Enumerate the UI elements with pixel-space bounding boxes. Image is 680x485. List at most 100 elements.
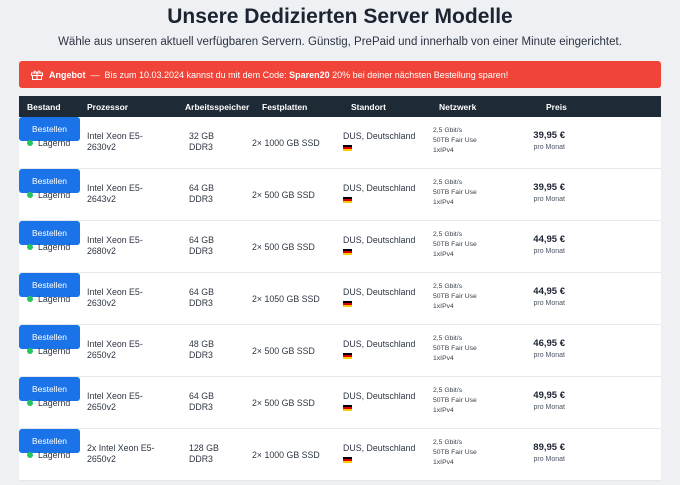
network-cell: 2,5 Gbit/s 50TB Fair Use 1xIPv4 [433,230,477,260]
price-amount: 49,95 € [533,390,565,401]
network-bandwidth: 2,5 Gbit/s [433,335,463,342]
network-traffic: 50TB Fair Use [433,449,477,456]
ram-cell: 64 GB DDR3 [189,391,214,412]
stock-status: Lagernd [27,190,70,200]
network-traffic: 50TB Fair Use [433,345,477,352]
price-period: pro Monat [533,456,565,463]
price-period: pro Monat [533,352,565,359]
disk-cell: 2× 500 GB SSD [252,242,315,252]
cpu-cell: Intel Xeon E5-2630v2 [87,287,143,308]
network-cell: 2,5 Gbit/s 50TB Fair Use 1xIPv4 [433,438,477,468]
network-ip: 1xIPv4 [433,251,454,258]
in-stock-dot-icon [27,400,33,406]
in-stock-dot-icon [27,140,33,146]
germany-flag-icon [343,197,352,203]
server-table: Bestand Prozessor Arbeitsspeicher Festpl… [19,96,661,481]
price-cell: 44,95 € pro Monat [517,234,565,255]
header-status: Bestand [27,102,61,112]
order-button[interactable]: Bestellen [19,429,80,453]
table-row: Lagernd Intel Xeon E5-2680v2 64 GB DDR3 … [19,221,661,273]
stock-status: Lagernd [27,346,70,356]
table-row: Lagernd Intel Xeon E5-2650v2 64 GB DDR3 … [19,377,661,429]
ram-cell: 64 GB DDR3 [189,183,214,204]
order-button[interactable]: Bestellen [19,117,80,141]
location-cell: DUS, Deutschland [343,338,415,359]
price-period: pro Monat [533,144,565,151]
network-bandwidth: 2,5 Gbit/s [433,231,463,238]
price-cell: 46,95 € pro Monat [517,338,565,359]
promo-separator: — [90,69,100,80]
order-button[interactable]: Bestellen [19,325,80,349]
promo-banner: Angebot — Bis zum 10.03.2024 kannst du m… [19,61,661,88]
price-cell: 44,95 € pro Monat [517,286,565,307]
price-period: pro Monat [533,300,565,307]
stock-status-label: Lagernd [38,242,71,252]
network-ip: 1xIPv4 [433,147,454,154]
in-stock-dot-icon [27,192,33,198]
location-label: DUS, Deutschland [343,339,416,349]
stock-status: Lagernd [27,242,70,252]
table-row: Lagernd Intel Xeon E5-2630v2 64 GB DDR3 … [19,273,661,325]
page-subtitle: Wähle aus unseren aktuell verfügbaren Se… [58,36,622,48]
germany-flag-icon [343,353,352,359]
disk-cell: 2× 1000 GB SSD [252,450,320,460]
network-cell: 2,5 Gbit/s 50TB Fair Use 1xIPv4 [433,126,477,156]
ram-cell: 128 GB DDR3 [189,443,219,464]
germany-flag-icon [343,301,352,307]
network-bandwidth: 2,5 Gbit/s [433,127,463,134]
network-traffic: 50TB Fair Use [433,241,477,248]
promo-text-after: 20% bei deiner nächsten Bestellung spare… [332,69,509,80]
table-row: Lagernd Intel Xeon E5-2643v2 64 GB DDR3 … [19,169,661,221]
location-label: DUS, Deutschland [343,287,416,297]
location-cell: DUS, Deutschland [343,442,415,463]
location-cell: DUS, Deutschland [343,130,415,151]
promo-label: Angebot [49,69,86,80]
ram-cell: 64 GB DDR3 [189,235,214,256]
order-button[interactable]: Bestellen [19,377,80,401]
header-price: Preis [546,102,567,112]
price-period: pro Monat [533,248,565,255]
network-bandwidth: 2,5 Gbit/s [433,387,463,394]
price-amount: 46,95 € [533,338,565,349]
price-period: pro Monat [533,404,565,411]
stock-status-label: Lagernd [38,138,71,148]
disk-cell: 2× 500 GB SSD [252,346,315,356]
stock-status-label: Lagernd [38,190,71,200]
price-cell: 39,95 € pro Monat [517,130,565,151]
disk-cell: 2× 1000 GB SSD [252,138,320,148]
stock-status: Lagernd [27,294,70,304]
page-title: Unsere Dedizierten Server Modelle [167,5,513,28]
cpu-cell: Intel Xeon E5-2650v2 [87,391,143,412]
gift-icon [31,70,43,80]
location-label: DUS, Deutschland [343,443,416,453]
cpu-cell: 2x Intel Xeon E5-2650v2 [87,443,155,464]
location-label: DUS, Deutschland [343,235,416,245]
price-amount: 44,95 € [533,234,565,245]
network-traffic: 50TB Fair Use [433,137,477,144]
ram-cell: 48 GB DDR3 [189,339,214,360]
price-amount: 89,95 € [533,442,565,453]
in-stock-dot-icon [27,348,33,354]
germany-flag-icon [343,405,352,411]
stock-status: Lagernd [27,398,70,408]
ram-cell: 32 GB DDR3 [189,131,214,152]
promo-text-before: Bis zum 10.03.2024 kannst du mit dem Cod… [104,69,287,80]
order-button[interactable]: Bestellen [19,273,80,297]
cpu-cell: Intel Xeon E5-2630v2 [87,131,143,152]
stock-status-label: Lagernd [38,398,71,408]
stock-status-label: Lagernd [38,294,71,304]
cpu-cell: Intel Xeon E5-2680v2 [87,235,143,256]
network-ip: 1xIPv4 [433,303,454,310]
table-row: Lagernd Intel Xeon E5-2630v2 32 GB DDR3 … [19,117,661,169]
price-cell: 49,95 € pro Monat [517,390,565,411]
in-stock-dot-icon [27,244,33,250]
price-cell: 89,95 € pro Monat [517,442,565,463]
order-button[interactable]: Bestellen [19,221,80,245]
price-cell: 39,95 € pro Monat [517,182,565,203]
price-amount: 39,95 € [533,182,565,193]
table-row: Lagernd Intel Xeon E5-2650v2 48 GB DDR3 … [19,325,661,377]
network-cell: 2,5 Gbit/s 50TB Fair Use 1xIPv4 [433,178,477,208]
disk-cell: 2× 500 GB SSD [252,190,315,200]
location-cell: DUS, Deutschland [343,234,415,255]
order-button[interactable]: Bestellen [19,169,80,193]
